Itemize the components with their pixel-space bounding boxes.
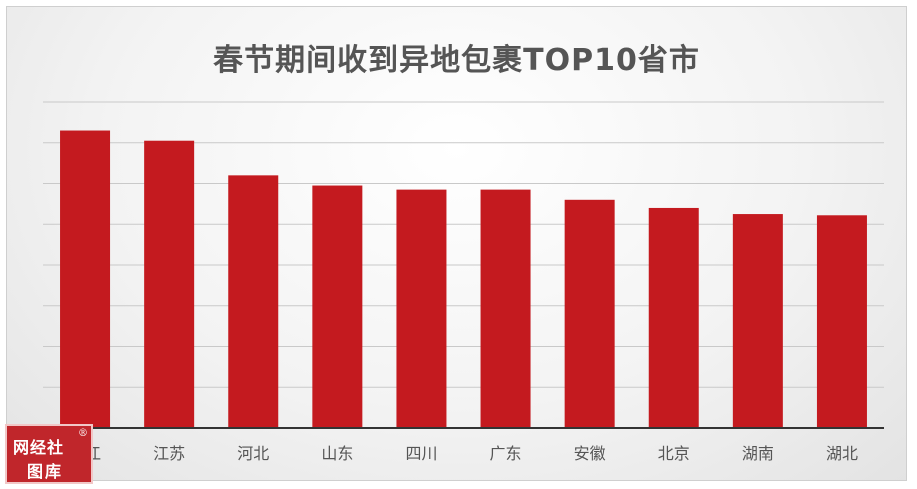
x-tick-label: 江苏	[153, 444, 185, 463]
x-tick-label: 广东	[490, 444, 522, 463]
watermark-logo: 网经社 ® 图库	[5, 424, 93, 484]
logo-line-1: 网经社	[13, 438, 65, 457]
bar-4	[312, 185, 363, 428]
chart-frame: 春节期间收到异地包裹TOP10省市 浙江江苏河北山东四川广东安徽北京湖南湖北	[6, 6, 907, 481]
bar-chart: 浙江江苏河北山东四川广东安徽北京湖南湖北	[43, 101, 884, 463]
x-tick-label: 湖北	[826, 444, 858, 463]
x-tick-label: 安徽	[574, 444, 606, 463]
bar-2	[144, 140, 195, 428]
x-tick-label: 湖南	[742, 444, 774, 463]
bar-9	[732, 214, 783, 428]
x-tick-label: 河北	[237, 444, 269, 463]
x-tick-label: 山东	[321, 444, 353, 463]
bar-5	[396, 189, 447, 428]
chart-title: 春节期间收到异地包裹TOP10省市	[213, 43, 700, 78]
x-tick-label: 四川	[405, 444, 437, 463]
logo-line-2: 图库	[27, 462, 64, 481]
bar-3	[228, 175, 279, 428]
bar-8	[648, 207, 699, 428]
bar-6	[480, 189, 531, 428]
logo-registered-mark: ®	[78, 428, 88, 439]
bar-7	[564, 199, 615, 428]
bar-1	[60, 130, 111, 428]
x-tick-label: 北京	[658, 444, 690, 463]
x-tick-labels: 浙江江苏河北山东四川广东安徽北京湖南湖北	[69, 444, 858, 463]
bars	[60, 130, 867, 428]
bar-10	[816, 215, 867, 428]
